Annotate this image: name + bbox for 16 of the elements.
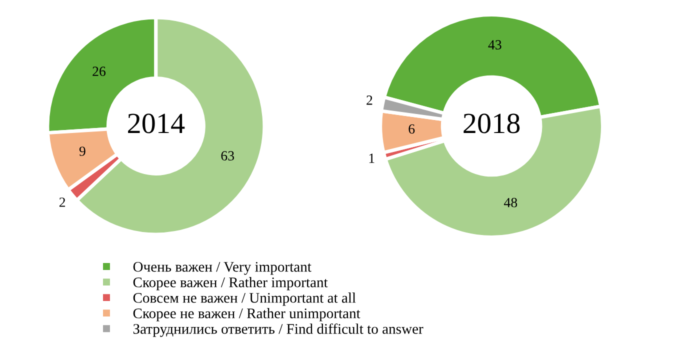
data-label: 6 bbox=[408, 124, 415, 134]
legend-label: Очень важен / Very important bbox=[133, 262, 312, 275]
data-label: 2 bbox=[59, 198, 66, 207]
legend-label: Затруднились ответить / Find difficult to answer bbox=[133, 323, 424, 337]
data-label: 1 bbox=[369, 154, 374, 163]
text: 2014 bbox=[128, 114, 185, 134]
data-label: 2 bbox=[366, 96, 372, 105]
legend-label: Скорее важен / Rather important bbox=[133, 277, 328, 290]
data-label: 43 bbox=[488, 40, 502, 50]
data-label: 48 bbox=[504, 198, 518, 208]
text: 2018 bbox=[464, 114, 520, 134]
data-label: 9 bbox=[79, 146, 86, 156]
legend-label: Совсем не важен / Unimportant at all bbox=[133, 292, 356, 306]
legend-label: Скорее не важен / Rather unimportant bbox=[133, 308, 360, 322]
data-label: 26 bbox=[92, 66, 106, 76]
data-label: 63 bbox=[221, 151, 234, 160]
